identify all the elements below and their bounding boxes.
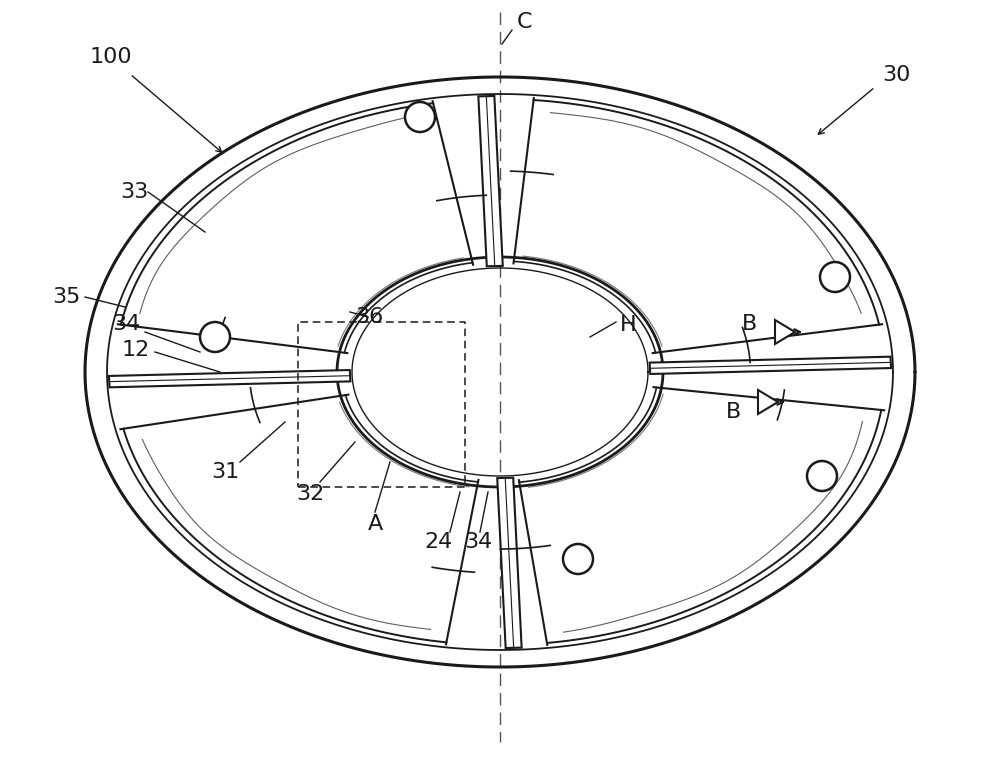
Circle shape — [200, 322, 230, 352]
Text: C: C — [517, 12, 533, 32]
Text: 34: 34 — [464, 532, 492, 552]
Polygon shape — [650, 357, 891, 374]
Text: H: H — [620, 315, 637, 335]
Text: B: B — [725, 402, 741, 422]
Text: A: A — [367, 514, 383, 534]
Polygon shape — [775, 320, 795, 344]
Text: 30: 30 — [882, 65, 910, 85]
Circle shape — [405, 102, 435, 132]
Text: 31: 31 — [211, 462, 239, 482]
Text: B: B — [742, 314, 758, 334]
Text: 35: 35 — [52, 287, 80, 307]
Text: 34: 34 — [112, 314, 140, 334]
Text: 100: 100 — [90, 47, 133, 67]
Circle shape — [807, 461, 837, 491]
Circle shape — [563, 544, 593, 574]
Text: 12: 12 — [122, 340, 150, 360]
Polygon shape — [497, 478, 522, 648]
Text: 36: 36 — [355, 307, 383, 327]
Circle shape — [820, 262, 850, 292]
Text: 33: 33 — [120, 182, 148, 202]
Polygon shape — [109, 370, 350, 388]
Text: 24: 24 — [424, 532, 452, 552]
Polygon shape — [758, 390, 778, 414]
Polygon shape — [478, 96, 503, 266]
Text: 32: 32 — [296, 484, 324, 504]
